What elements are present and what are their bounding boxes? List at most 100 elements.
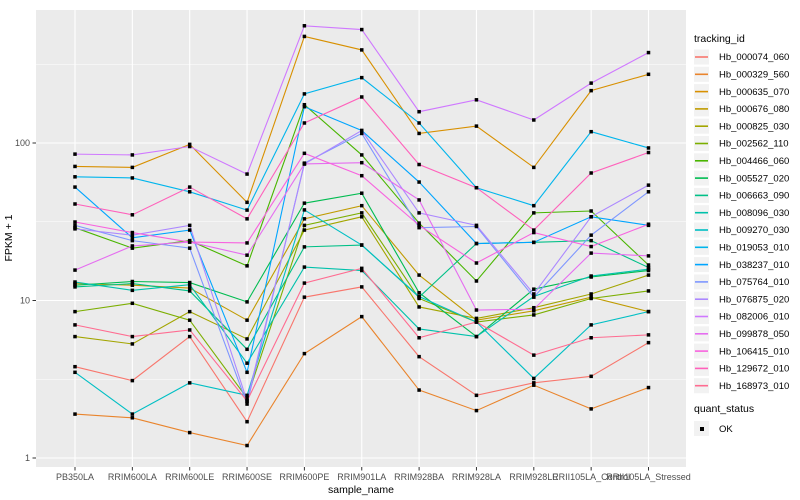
point-marker <box>73 412 77 416</box>
point-marker <box>360 268 364 273</box>
point-marker <box>73 152 77 156</box>
point-marker <box>646 72 651 77</box>
point-marker <box>474 241 479 246</box>
point-marker <box>474 185 479 190</box>
point-marker <box>646 333 651 337</box>
point-marker <box>589 88 593 93</box>
point-marker <box>474 334 479 339</box>
legend-label-Hb_038237_010: Hb_038237_010 <box>719 260 789 271</box>
point-marker <box>73 175 77 179</box>
y-tick-label: 10 <box>20 296 30 306</box>
point-marker <box>360 215 364 219</box>
point-marker <box>532 292 536 296</box>
point-marker <box>646 273 651 277</box>
point-marker <box>130 342 135 346</box>
point-marker <box>302 104 307 109</box>
point-marker <box>187 223 192 228</box>
point-marker <box>417 305 421 309</box>
point-marker <box>73 323 77 327</box>
legend-title-quant-status: quant_status <box>694 403 755 415</box>
legend-label-Hb_004466_060: Hb_004466_060 <box>719 156 789 167</box>
point-marker <box>589 407 593 411</box>
point-marker <box>302 24 307 28</box>
point-marker <box>302 228 307 232</box>
point-marker <box>474 316 479 321</box>
point-marker <box>589 374 593 379</box>
legend-label-Hb_076875_020: Hb_076875_020 <box>719 294 789 305</box>
point-marker <box>532 118 536 122</box>
y-axis-title: FPKM + 1 <box>3 214 15 262</box>
point-marker <box>360 160 364 165</box>
point-marker <box>589 323 593 327</box>
point-marker <box>417 223 421 228</box>
legend-label-Hb_099878_050: Hb_099878_050 <box>719 329 789 340</box>
point-marker <box>589 81 593 85</box>
x-tick-label: RRIM600SE <box>222 472 272 482</box>
point-marker <box>73 227 77 231</box>
point-marker <box>73 285 77 289</box>
x-tick-label: RRIM901LA <box>337 472 386 482</box>
point-marker <box>130 416 135 420</box>
point-marker <box>417 225 421 230</box>
point-marker <box>245 300 249 304</box>
point-marker <box>245 318 249 322</box>
point-marker <box>187 144 192 149</box>
legend-label-Hb_168973_010: Hb_168973_010 <box>719 381 789 392</box>
point-marker <box>245 208 249 212</box>
y-tick-label: 100 <box>15 138 30 148</box>
point-marker <box>245 217 249 221</box>
legend-label-Hb_002562_110: Hb_002562_110 <box>719 139 789 150</box>
point-marker <box>73 280 77 284</box>
point-marker <box>245 264 249 268</box>
point-marker <box>360 314 364 319</box>
point-marker <box>532 203 536 208</box>
legend-label-Hb_075764_010: Hb_075764_010 <box>719 277 789 288</box>
point-marker <box>130 244 135 248</box>
point-marker <box>532 376 536 381</box>
point-marker <box>73 370 77 375</box>
point-marker <box>532 287 536 291</box>
point-marker <box>360 75 364 80</box>
legend-label-Hb_005527_020: Hb_005527_020 <box>719 173 789 184</box>
point-marker <box>360 243 364 247</box>
x-tick-label: RRIM600LE <box>165 472 214 482</box>
point-marker <box>187 142 192 147</box>
point-marker <box>646 340 651 345</box>
point-marker <box>73 164 77 169</box>
point-marker <box>474 98 479 102</box>
point-marker <box>417 273 421 277</box>
point-marker <box>302 208 307 212</box>
point-marker <box>130 334 135 339</box>
point-marker <box>417 211 421 215</box>
point-marker <box>417 109 421 114</box>
point-marker <box>589 215 593 219</box>
point-marker <box>532 313 536 317</box>
point-marker <box>245 241 249 245</box>
point-marker <box>532 307 536 311</box>
point-marker <box>73 268 77 272</box>
point-marker <box>187 289 192 293</box>
point-marker <box>187 282 192 287</box>
point-marker <box>245 402 249 406</box>
x-tick-label: RRIM600LA <box>108 472 157 482</box>
x-tick-label: RRIM928LA <box>452 472 501 482</box>
point-marker <box>187 190 192 194</box>
point-marker <box>589 336 593 340</box>
point-marker <box>474 320 479 324</box>
point-marker <box>245 172 249 176</box>
point-marker <box>130 412 135 416</box>
x-tick-label: RRIM928LE <box>509 472 558 482</box>
point-marker <box>589 233 593 237</box>
point-marker <box>245 253 249 257</box>
legend-label-Hb_106415_010: Hb_106415_010 <box>719 346 789 357</box>
point-marker <box>302 351 307 356</box>
point-marker <box>245 361 249 365</box>
point-marker <box>589 129 593 134</box>
point-marker <box>302 34 307 39</box>
point-marker <box>532 211 536 215</box>
point-marker <box>589 292 593 296</box>
point-marker <box>245 443 249 448</box>
point-marker <box>187 309 192 314</box>
quant-status-key <box>694 421 709 436</box>
point-marker <box>474 124 479 128</box>
